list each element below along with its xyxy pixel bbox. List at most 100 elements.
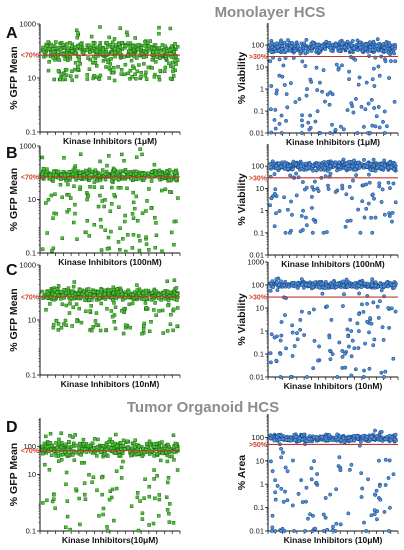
data-point <box>278 40 283 45</box>
data-point <box>309 194 314 199</box>
data-point <box>290 354 295 358</box>
data-point <box>372 106 377 110</box>
data-point <box>112 65 116 70</box>
y-tick-label: 10 <box>28 74 36 83</box>
data-point <box>121 438 126 443</box>
data-point <box>54 453 58 458</box>
y-tick-label: 100 <box>251 433 264 442</box>
data-point <box>338 522 343 527</box>
data-point <box>154 313 158 317</box>
data-point <box>283 489 287 494</box>
data-point <box>61 77 65 82</box>
data-point <box>147 484 151 489</box>
data-point <box>336 67 341 72</box>
data-point <box>167 520 172 524</box>
data-point <box>129 504 134 508</box>
data-point <box>156 293 161 297</box>
y-tick-label: 1000 <box>19 142 36 151</box>
data-point <box>140 172 144 177</box>
data-point <box>91 475 96 480</box>
data-point <box>140 517 145 521</box>
data-point <box>157 172 162 176</box>
data-point <box>388 438 393 443</box>
data-point <box>124 44 128 48</box>
data-point <box>277 121 282 126</box>
threshold-label: >50% <box>249 442 268 449</box>
data-point <box>370 230 375 235</box>
data-point <box>48 441 53 445</box>
data-point <box>298 317 303 322</box>
data-point <box>353 96 358 101</box>
data-point <box>140 454 145 458</box>
data-point <box>52 77 56 82</box>
data-point <box>97 514 101 518</box>
data-point <box>68 433 72 438</box>
data-point <box>347 77 351 82</box>
data-point <box>112 78 117 83</box>
data-point <box>283 313 287 318</box>
data-point <box>100 475 104 480</box>
data-point <box>168 502 172 506</box>
data-point <box>112 193 116 197</box>
data-point <box>135 491 140 495</box>
data-point <box>383 369 388 374</box>
data-point <box>352 281 357 286</box>
data-point <box>63 57 67 61</box>
data-point <box>166 476 171 480</box>
data-point <box>371 66 376 71</box>
data-point <box>85 197 89 202</box>
data-point <box>167 177 172 182</box>
data-point <box>373 428 377 433</box>
data-point <box>381 119 385 124</box>
data-point <box>46 40 51 44</box>
data-point <box>387 433 392 438</box>
data-point <box>118 45 122 49</box>
data-point <box>349 373 354 378</box>
data-point <box>174 54 178 58</box>
data-point <box>86 444 91 448</box>
data-point <box>135 219 140 223</box>
data-point <box>288 81 293 86</box>
data-point <box>102 204 106 209</box>
data-point <box>94 64 99 68</box>
data-point <box>313 119 318 124</box>
data-point <box>277 73 282 78</box>
data-point <box>107 76 111 80</box>
data-point <box>312 435 317 440</box>
data-point <box>355 131 360 135</box>
data-point <box>56 328 61 332</box>
data-point <box>352 438 357 443</box>
data-point <box>140 152 144 157</box>
data-point <box>367 180 372 185</box>
data-point <box>369 215 374 220</box>
data-point <box>341 127 346 132</box>
y-tick-label: 0.1 <box>26 128 36 137</box>
data-point <box>122 158 126 163</box>
data-point <box>340 304 345 309</box>
data-point <box>353 167 357 172</box>
data-point <box>54 441 58 445</box>
data-point <box>369 434 374 439</box>
data-point <box>273 126 278 131</box>
data-point <box>46 198 51 202</box>
data-point <box>123 213 127 218</box>
threshold-label: >30% <box>249 175 268 182</box>
data-point <box>157 497 162 502</box>
data-point <box>68 196 73 200</box>
data-point <box>81 442 86 446</box>
data-point <box>357 312 361 317</box>
data-point <box>268 360 273 365</box>
data-point <box>292 344 297 349</box>
data-point <box>44 434 48 439</box>
data-point <box>321 230 326 235</box>
data-point <box>170 52 175 57</box>
data-point <box>119 476 124 480</box>
data-point <box>113 326 118 331</box>
data-point <box>152 75 157 79</box>
data-point <box>165 169 169 174</box>
data-point <box>153 171 158 176</box>
y-tick-label: 100 <box>251 162 264 171</box>
data-point <box>57 459 61 463</box>
data-point <box>315 47 319 52</box>
data-point <box>68 40 72 45</box>
